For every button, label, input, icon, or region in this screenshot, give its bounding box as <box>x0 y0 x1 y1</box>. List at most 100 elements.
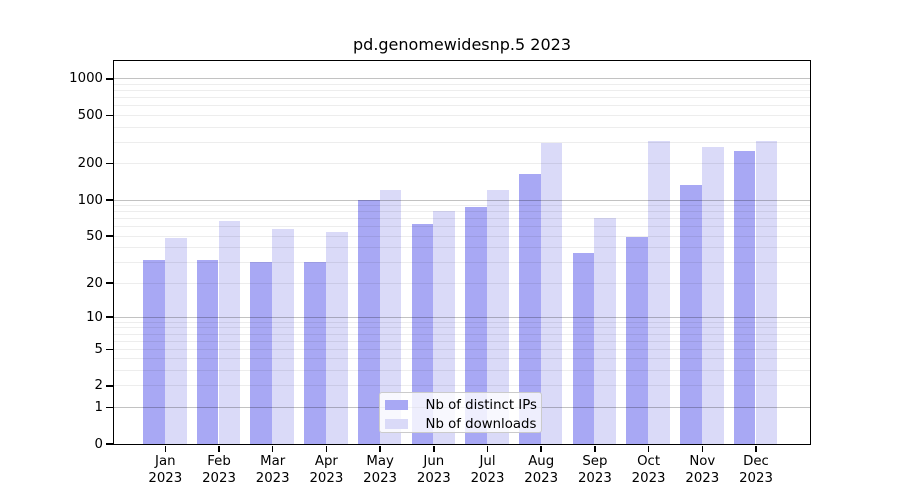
year-line: 2023 <box>577 471 612 486</box>
x-tick-label-nov: Nov 2023 <box>670 453 734 487</box>
legend-swatch-distinct-ips <box>384 399 408 411</box>
bar-mar-ips <box>250 261 273 444</box>
bar-apr-downloads <box>325 231 348 444</box>
bar-dec-ips <box>733 151 756 444</box>
bar-jul-downloads <box>487 189 509 444</box>
bar-feb-downloads <box>218 221 241 444</box>
bar-sep-downloads <box>594 218 617 444</box>
year-line: 2023 <box>685 471 720 486</box>
y-tick-label: 500 <box>77 107 103 123</box>
year-line: 2023 <box>524 471 559 486</box>
bar-jun-ips <box>411 224 434 444</box>
year-line: 2023 <box>363 471 398 486</box>
plot-area: Nb of distinct IPs Nb of downloads <box>112 59 811 445</box>
bar-may-ips <box>357 199 380 444</box>
x-tick <box>486 445 489 452</box>
x-tick-label-feb: Feb 2023 <box>187 453 251 487</box>
x-tick-label-dec: Dec 2023 <box>724 453 788 487</box>
y-tick-label: 20 <box>86 275 103 291</box>
y-tick <box>105 282 113 284</box>
y-tick <box>105 199 113 201</box>
month-line: Sep <box>582 454 608 469</box>
legend-label: Nb of downloads <box>425 416 537 432</box>
year-line: 2023 <box>631 471 666 486</box>
y-tick <box>105 235 113 237</box>
y-tick-label: 0 <box>94 436 103 452</box>
bar-jul-ips <box>465 207 487 444</box>
bar-jun-downloads <box>433 211 456 444</box>
y-tick-label: 1 <box>94 399 103 415</box>
y-tick <box>105 406 113 409</box>
y-tick <box>105 385 113 387</box>
year-line: 2023 <box>309 471 344 486</box>
year-line: 2023 <box>739 471 773 486</box>
y-tick <box>105 316 113 318</box>
y-tick-label: 100 <box>77 192 103 208</box>
x-tick-label-oct: Oct 2023 <box>617 453 681 487</box>
y-tick <box>105 348 113 351</box>
x-tick <box>433 445 435 452</box>
month-line: Nov <box>689 454 716 469</box>
bar-dec-downloads <box>755 141 778 444</box>
x-tick <box>218 445 220 452</box>
y-tick <box>105 162 113 165</box>
month-line: Jun <box>423 454 445 469</box>
month-line: Jan <box>155 454 176 469</box>
x-tick-label-jan: Jan 2023 <box>133 453 197 487</box>
y-tick-label: 1000 <box>69 71 103 87</box>
y-tick <box>105 443 113 445</box>
bar-sep-ips <box>572 252 595 444</box>
y-tick-label: 200 <box>77 156 103 172</box>
y-tick <box>105 114 113 117</box>
bar-jan-ips <box>143 260 165 444</box>
bar-may-downloads <box>379 189 402 444</box>
month-line: Mar <box>260 454 286 469</box>
bar-nov-ips <box>680 185 702 444</box>
x-tick <box>701 445 704 452</box>
bar-aug-ips <box>518 173 541 444</box>
y-tick <box>105 78 113 80</box>
month-line: Feb <box>207 454 231 469</box>
x-tick <box>594 445 596 452</box>
bar-aug-downloads <box>540 142 563 444</box>
x-tick-label-jul: Jul 2023 <box>456 453 520 487</box>
bar-nov-downloads <box>701 146 724 444</box>
y-tick-label: 2 <box>94 378 103 394</box>
y-tick-label: 5 <box>94 341 103 357</box>
month-line: Aug <box>528 454 555 469</box>
year-line: 2023 <box>470 471 505 486</box>
x-tick <box>271 445 274 452</box>
month-line: May <box>366 454 394 469</box>
year-line: 2023 <box>148 471 183 486</box>
x-tick <box>755 445 757 452</box>
x-tick-label-mar: Mar 2023 <box>241 453 305 487</box>
x-tick-label-may: May 2023 <box>348 453 412 487</box>
bar-oct-ips <box>626 236 649 444</box>
bar-mar-downloads <box>272 228 294 444</box>
bar-oct-downloads <box>648 141 670 444</box>
year-line: 2023 <box>202 471 236 486</box>
month-line: Oct <box>637 454 661 469</box>
legend-swatch-downloads <box>384 418 408 430</box>
legend-label: Nb of distinct IPs <box>425 397 537 413</box>
legend-entry-distinct-ips: Nb of distinct IPs <box>384 396 541 415</box>
y-tick-label: 10 <box>86 309 103 325</box>
chart-title: pd.genomewidesnp.5 2023 <box>353 35 571 54</box>
x-tick <box>164 445 167 452</box>
x-tick-label-jun: Jun 2023 <box>402 453 466 487</box>
x-tick-label-sep: Sep 2023 <box>563 453 627 487</box>
x-tick <box>379 445 381 452</box>
x-tick <box>325 445 328 452</box>
x-tick-label-aug: Aug 2023 <box>509 453 573 487</box>
x-tick <box>540 445 542 452</box>
x-tick <box>647 445 650 452</box>
year-line: 2023 <box>416 471 451 486</box>
year-line: 2023 <box>255 471 290 486</box>
month-line: Apr <box>314 454 338 469</box>
month-line: Jul <box>479 454 496 469</box>
month-line: Dec <box>743 454 769 469</box>
y-tick-label: 50 <box>86 228 103 244</box>
bar-jan-downloads <box>164 237 187 444</box>
x-tick-label-apr: Apr 2023 <box>294 453 358 487</box>
